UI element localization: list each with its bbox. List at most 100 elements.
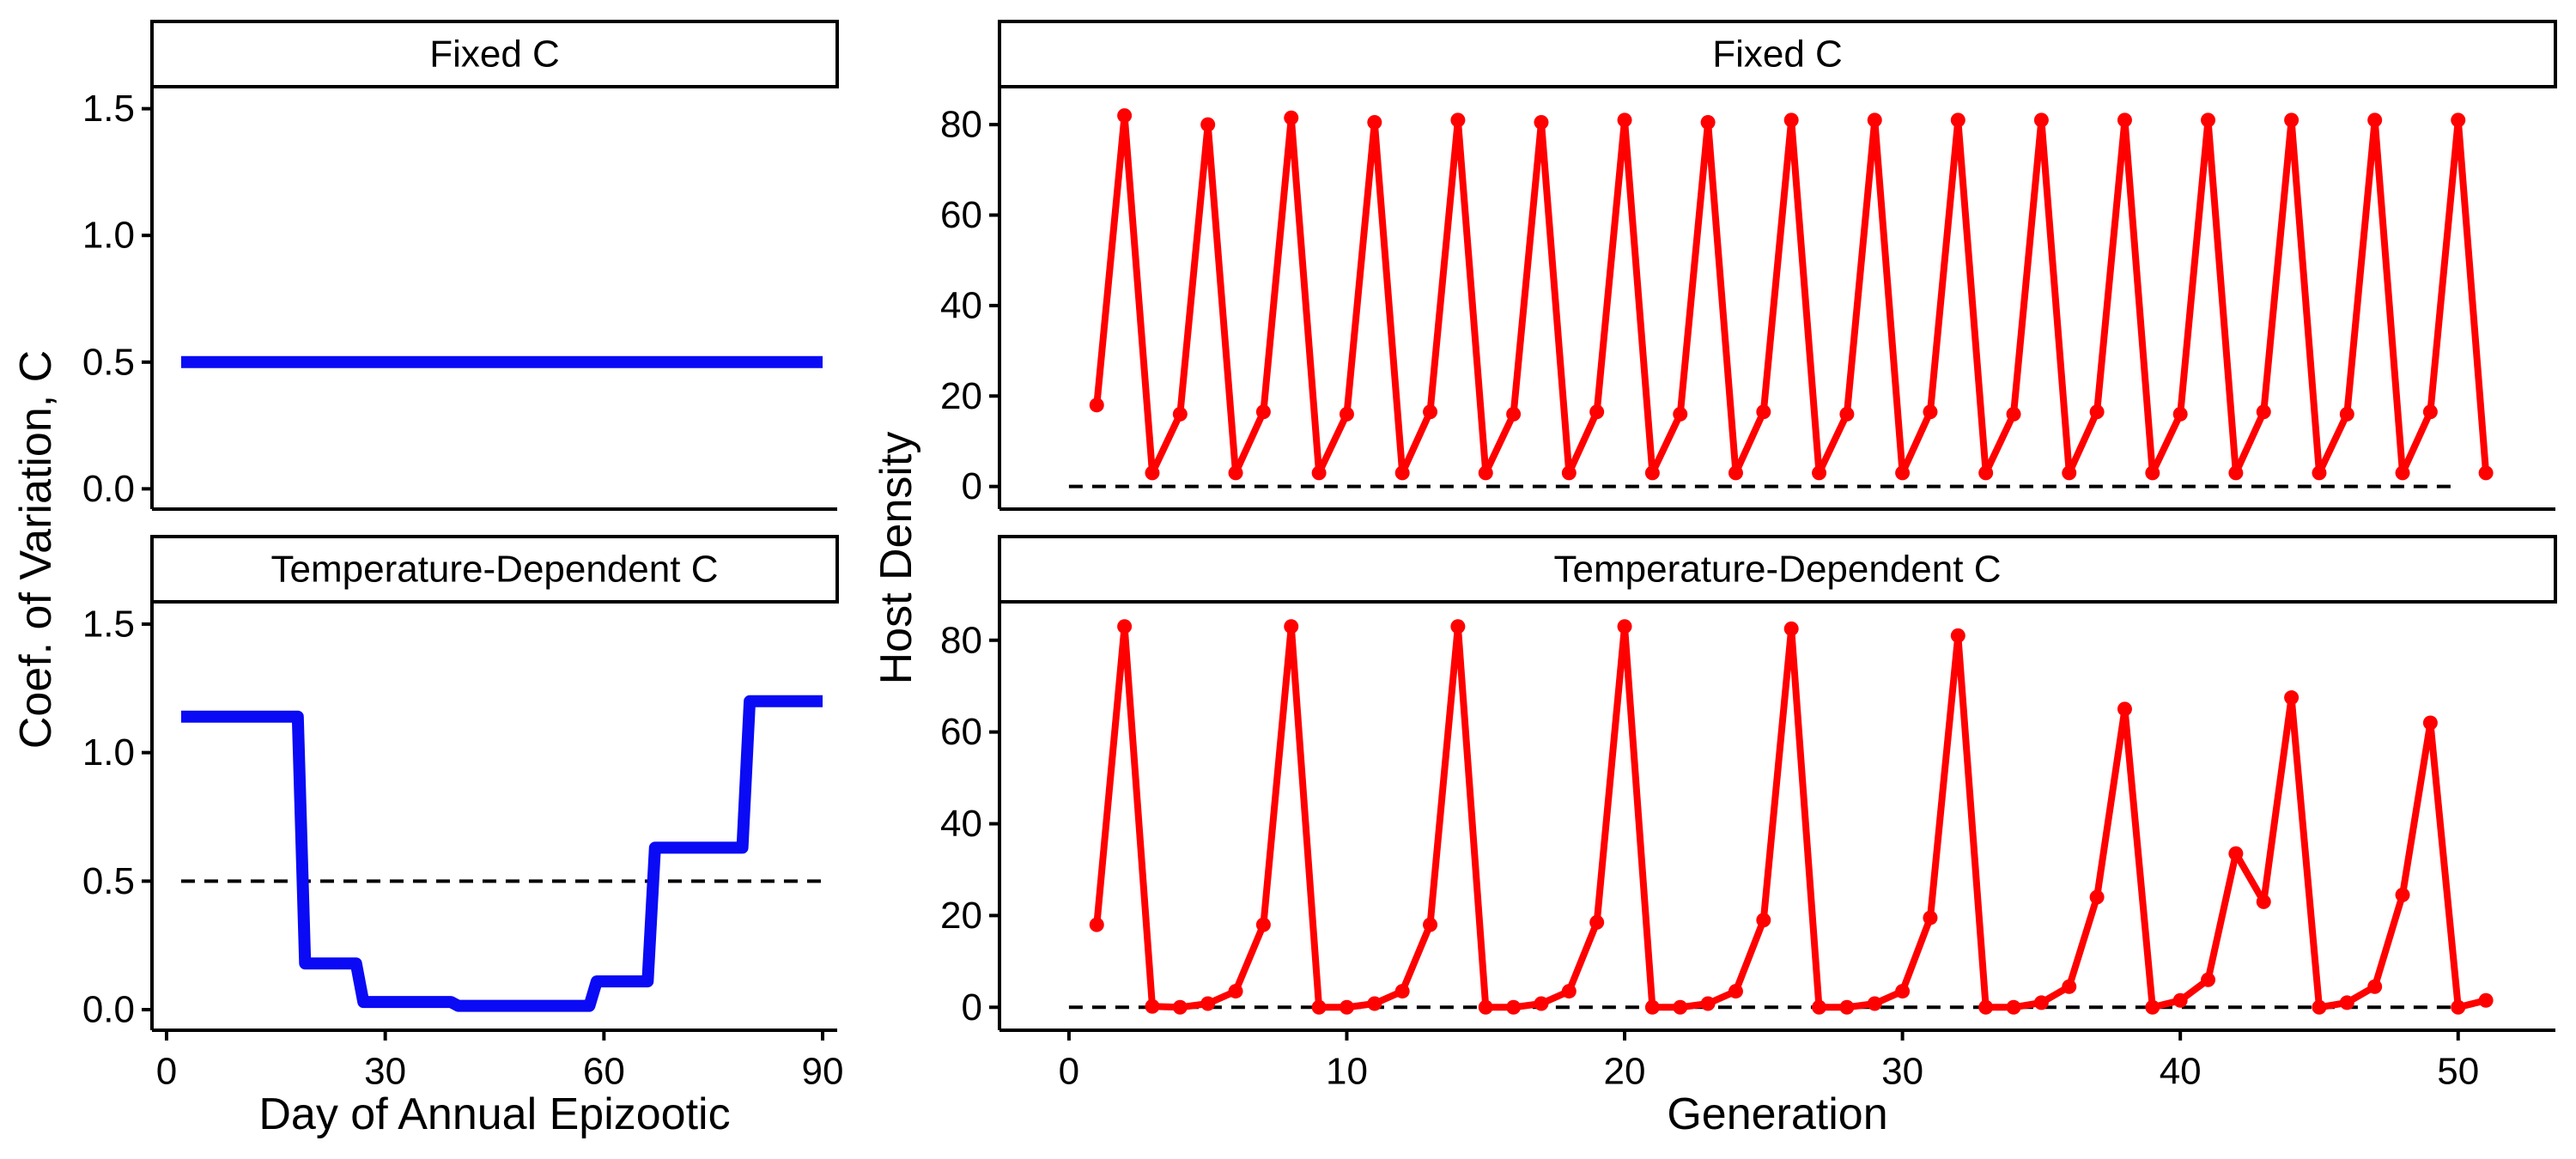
data-point <box>1228 984 1243 999</box>
data-point <box>1839 406 1855 422</box>
x-tick-label: 50 <box>2437 1051 2479 1093</box>
data-point <box>2339 995 2354 1010</box>
data-point <box>1367 996 1382 1011</box>
data-point <box>2033 995 2049 1010</box>
series-line <box>1093 622 2488 1011</box>
data-point <box>1117 108 1133 124</box>
data-point <box>1700 996 1716 1011</box>
y-tick-label: 1.5 <box>82 88 135 130</box>
axes: 0.0 0.5 1.0 1.5 0 30 60 90 <box>82 603 844 1092</box>
strip-box <box>150 535 839 604</box>
data-point <box>1311 999 1327 1015</box>
data-point <box>1255 917 1271 932</box>
data-point <box>1284 619 1299 634</box>
data-point <box>2478 465 2494 481</box>
data-point <box>2395 465 2410 481</box>
series-group <box>1089 619 2494 1015</box>
data-point <box>1839 999 1855 1015</box>
panel-temperature-dependent-c-coef: Temperature-Dependent C 0.0 0.5 1.0 1.5 0 30 6… <box>82 535 844 1093</box>
data-point <box>1812 465 1827 481</box>
data-point <box>1117 619 1133 634</box>
data-point <box>1700 115 1716 130</box>
data-point <box>2256 894 2271 909</box>
data-point <box>1089 397 1104 413</box>
x-tick-label: 30 <box>1881 1051 1923 1093</box>
strip-label: Fixed C <box>429 33 560 76</box>
y-tick-label: 1.5 <box>82 603 135 645</box>
data-point <box>1978 999 1994 1015</box>
axes: 0.0 0.5 1.0 1.5 <box>82 88 837 511</box>
data-point <box>2451 999 2466 1015</box>
panel-temperature-dependent-c-host: Temperature-Dependent C 0 20 40 60 80 0 10 20 30… <box>940 535 2557 1093</box>
data-point <box>2312 999 2327 1015</box>
data-point <box>1756 404 1771 420</box>
data-point <box>1172 999 1188 1015</box>
data-point <box>2062 465 2077 481</box>
x-tick-label: 40 <box>2160 1051 2202 1093</box>
data-point <box>2422 404 2438 420</box>
y-tick-label: 0 <box>962 465 982 507</box>
y-tick-label: 0.5 <box>82 860 135 902</box>
data-point <box>1728 465 1743 481</box>
data-point <box>2339 406 2354 422</box>
x-axis-title-left: Day of Annual Epizootic <box>258 1089 730 1139</box>
data-point <box>1756 913 1771 928</box>
data-point <box>2201 112 2216 128</box>
data-point <box>2201 972 2216 987</box>
data-point <box>2033 112 2049 128</box>
data-point <box>1145 998 1160 1014</box>
data-point <box>1394 465 1410 481</box>
data-point <box>1923 404 1938 420</box>
data-point <box>1895 984 1911 999</box>
series-line <box>181 695 823 1012</box>
data-point <box>1644 465 1660 481</box>
y-axis-title-left: Coef. of Variation, C <box>11 350 61 749</box>
data-point <box>1311 465 1327 481</box>
data-point <box>2395 887 2410 902</box>
series-line <box>1093 112 2490 476</box>
y-tick-label: 60 <box>940 194 982 236</box>
y-tick-label: 0.5 <box>82 341 135 383</box>
data-point <box>1617 112 1632 128</box>
data-point <box>1950 112 1965 128</box>
data-point <box>1534 996 1549 1011</box>
y-tick-label: 1.0 <box>82 731 135 774</box>
x-axis-title-right: Generation <box>1667 1089 1887 1139</box>
y-tick-label: 20 <box>940 375 982 417</box>
data-point <box>2478 992 2494 1008</box>
strip-label: Temperature-Dependent C <box>1554 549 2002 591</box>
data-point <box>1089 917 1104 932</box>
data-point <box>1923 910 1938 925</box>
data-point <box>2284 112 2300 128</box>
axes: 0 20 40 60 80 <box>940 88 2555 511</box>
data-point <box>1423 917 1438 932</box>
strip-label: Fixed C <box>1712 33 1843 76</box>
x-tick-label: 30 <box>364 1051 406 1093</box>
x-tick-label: 60 <box>583 1051 625 1093</box>
data-point <box>2367 112 2383 128</box>
data-point <box>1617 619 1632 634</box>
data-point <box>1534 115 1549 130</box>
data-point <box>2089 889 2105 905</box>
data-point <box>1228 465 1243 481</box>
panel-fixed-c-host: Fixed C 0 20 40 60 80 <box>940 20 2557 511</box>
data-point <box>1450 112 1466 128</box>
data-point <box>2089 404 2105 420</box>
data-point <box>1172 406 1188 422</box>
data-point <box>1950 628 1965 643</box>
data-point <box>1506 406 1522 422</box>
series-group <box>1089 108 2494 481</box>
y-tick-label: 40 <box>940 803 982 845</box>
data-point <box>2228 465 2244 481</box>
data-point <box>1506 999 1522 1015</box>
data-point <box>1478 999 1493 1015</box>
strip-box <box>150 20 839 88</box>
y-tick-label: 0.0 <box>82 468 135 510</box>
data-point <box>1478 465 1493 481</box>
data-point <box>2172 406 2188 422</box>
data-point <box>1450 619 1466 634</box>
data-point <box>1812 999 1827 1015</box>
data-point <box>1673 406 1688 422</box>
data-point <box>1200 117 1216 132</box>
y-tick-label: 80 <box>940 104 982 146</box>
